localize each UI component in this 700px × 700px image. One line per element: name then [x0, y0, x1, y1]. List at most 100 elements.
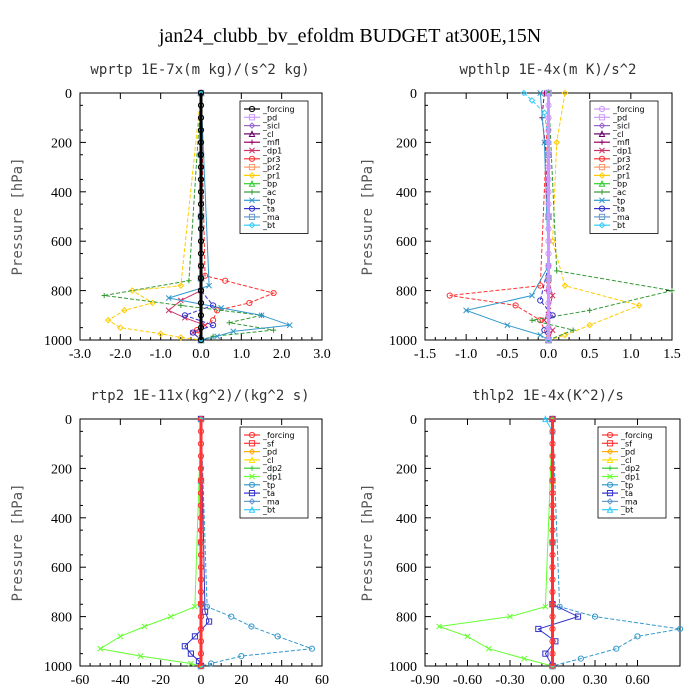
x-tick-label: 3.0 [313, 347, 331, 362]
legend-marker [607, 465, 613, 471]
series-point-forcing [549, 440, 556, 447]
y-tick-label: 0 [65, 413, 72, 428]
series-point-ac [186, 278, 192, 284]
series-point-forcing [549, 415, 556, 423]
legend-label: _dp1 [612, 147, 632, 156]
series-point-pr1 [561, 331, 569, 339]
legend-marker [606, 498, 614, 505]
series-point-ta [574, 613, 582, 620]
x-tick-label: 0.30 [583, 673, 608, 688]
legend-label: _dp2 [262, 464, 282, 473]
series-point-forcing [545, 164, 552, 171]
legend-label: _forcing [612, 105, 645, 114]
legend-label: _tp [612, 196, 625, 205]
series-point-tp [238, 653, 245, 660]
series-point-forcing [549, 588, 556, 596]
series-point-ta [210, 302, 217, 309]
series-point-forcing [197, 662, 205, 670]
series-point-bt [542, 415, 549, 423]
series-point-ac [587, 307, 593, 313]
series-point-dp1 [97, 645, 104, 652]
legend-marker [248, 164, 256, 171]
x-tick-label: 0.0 [192, 347, 210, 362]
series-point-forcing [549, 465, 556, 472]
series-point-forcing [549, 428, 556, 435]
legend-label: _dp2 [620, 464, 640, 473]
x-tick-label: 2.0 [273, 347, 291, 362]
series-point-forcing [545, 250, 552, 257]
series-point-forcing [197, 238, 205, 245]
legend-label: _bp [612, 180, 627, 189]
panel-title: rtp2 1E-11x(kg^2)/(kg^2 s) [90, 388, 309, 404]
series-point-dp1 [507, 613, 513, 620]
series-point-forcing [545, 225, 552, 232]
x-tick-label: 20 [234, 673, 248, 688]
series-point-forcing [197, 89, 205, 97]
legend-label: _pd [262, 448, 277, 457]
series-point-dp1 [485, 645, 492, 652]
legend-marker [599, 197, 605, 204]
series-point-forcing [197, 527, 205, 534]
series-point-forcing [545, 201, 552, 208]
series-point-dp1 [165, 307, 172, 314]
legend-label: _ma [262, 213, 280, 222]
legend-label: _tp [262, 481, 275, 490]
series-point-tp [258, 312, 265, 319]
legend-marker [598, 213, 606, 221]
legend-label: _sicl [262, 122, 280, 131]
y-tick-label: 600 [396, 561, 417, 576]
series-point-pr1 [177, 334, 185, 341]
series-point-pr1 [635, 302, 643, 309]
series-point-ta [189, 329, 197, 336]
series-point-forcing [197, 225, 205, 232]
y-tick-label: 600 [396, 235, 417, 250]
series-point-forcing [197, 312, 205, 319]
series-point-forcing [197, 440, 205, 447]
x-tick-label: -1.5 [414, 347, 436, 362]
series-point-forcing [197, 490, 205, 497]
y-tick-label: 400 [396, 512, 417, 527]
series-point-forcing [545, 126, 552, 134]
legend-marker [248, 155, 256, 162]
panel-title: wprtp 1E-7x(m kg)/(s^2 kg) [90, 62, 309, 78]
series-point-forcing [197, 164, 205, 171]
legend-marker [606, 490, 614, 497]
series-point-tp [286, 322, 293, 329]
series-point-forcing [545, 89, 552, 97]
legend-label: _ac [262, 188, 276, 197]
series-point-forcing [549, 527, 556, 534]
x-tick-label: -0.5 [496, 347, 518, 362]
legend-marker [248, 481, 256, 488]
series-point-tp [165, 295, 172, 301]
series-point-forcing [197, 336, 205, 344]
panel-title: wpthlp 1E-4x(m K)/s^2 [459, 62, 636, 78]
series-point-pr1 [553, 139, 561, 146]
series-point-forcing [549, 490, 556, 497]
legend-marker [248, 205, 256, 212]
series-point-forcing [197, 213, 205, 220]
series-point-forcing [197, 201, 205, 208]
series-point-forcing [549, 662, 556, 670]
legend-label: _ta [262, 205, 275, 214]
series-point-bt [520, 89, 528, 97]
series-point-forcing [549, 564, 556, 571]
x-tick-label: 0.5 [581, 347, 599, 362]
x-tick-label: 1.0 [233, 347, 251, 362]
legend-label: _sf [620, 439, 632, 448]
series-point-pr1 [129, 287, 136, 294]
series-point-forcing [197, 477, 205, 484]
series-point-forcing [545, 151, 552, 158]
series-line-pr1 [548, 92, 641, 341]
series-point-forcing [197, 287, 205, 294]
legend-label: _bt [262, 221, 275, 230]
legend-marker [607, 473, 613, 480]
legend-label: _sf [262, 439, 274, 448]
series-line-ta [184, 418, 210, 667]
series-point-forcing [197, 650, 205, 657]
legend-marker [248, 105, 256, 113]
series-point-tp [228, 613, 235, 620]
series-point-forcing [549, 551, 556, 558]
series-line-ta [183, 93, 215, 341]
series-point-forcing [197, 539, 205, 546]
legend-label: _ta [620, 489, 633, 498]
